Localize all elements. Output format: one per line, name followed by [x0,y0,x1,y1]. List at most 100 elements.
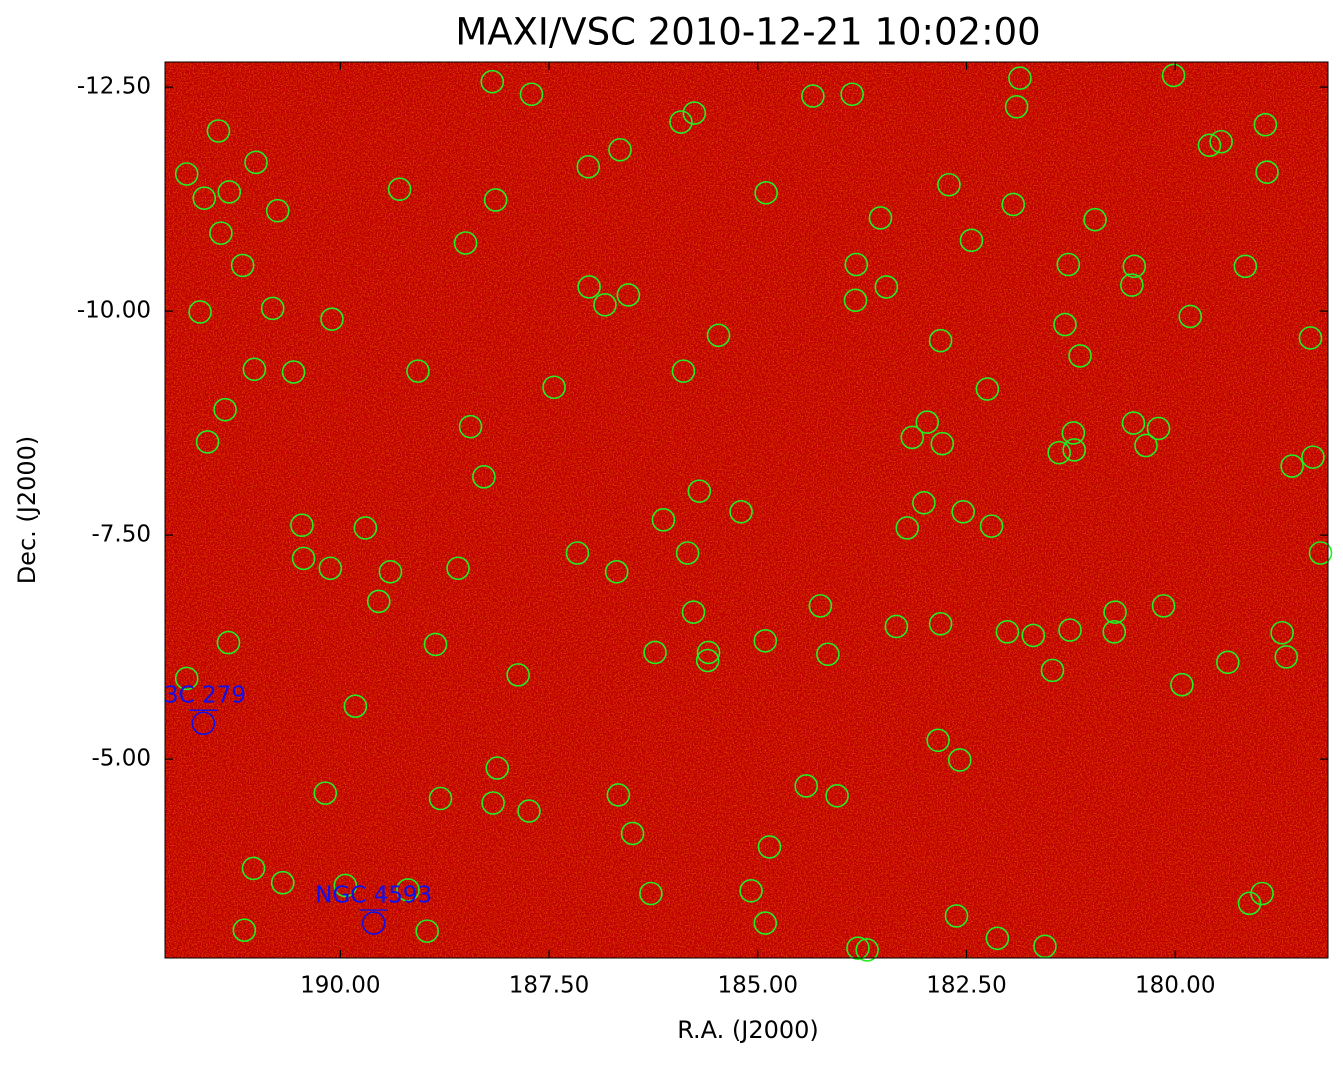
source-circle [1216,650,1240,675]
source-circle [868,206,893,230]
source-circle [213,397,237,422]
chart-title: MAXI/VSC 2010-12-21 10:02:00 [455,11,1040,54]
source-circle [1122,254,1147,279]
source-circle [1056,252,1081,277]
source-circle [643,640,667,665]
source-circle [458,414,483,439]
source-circle [1233,254,1258,279]
source-circle [1102,620,1127,644]
source-circle [415,919,439,943]
source-circle [230,253,255,278]
source-circle [874,275,899,299]
x-tick-label: 190.00 [300,973,380,999]
source-circle [816,642,840,667]
source-circle [428,786,453,811]
x-axis-label: R.A. (J2000) [677,1016,819,1044]
source-circle [1033,934,1057,959]
source-circle [1253,112,1278,137]
source-circle [979,514,1004,538]
source-circle [729,499,753,524]
source-circle [985,926,1010,951]
source-circle [794,774,818,798]
source-circle [951,499,975,524]
source-circle [217,180,242,204]
source-circle [928,328,953,353]
source-circle [1121,411,1146,435]
source-circle [318,556,343,581]
source-circle [937,172,961,197]
source-circle [620,821,645,846]
source-circle [423,632,448,657]
source-circle [1170,672,1194,697]
plot-area [165,62,1333,962]
source-circle [753,911,778,935]
source-circle [480,69,505,94]
source-circle [959,228,984,253]
source-circle [1151,594,1176,618]
source-circle [313,781,338,805]
source-circle [576,155,601,179]
source-circle [1120,273,1144,297]
plot-frame [164,61,1329,959]
source-circle [1062,438,1086,462]
source-circle [472,465,496,489]
named-source-circle [361,911,386,935]
image-noise [165,62,1328,958]
source-circle [681,600,706,624]
source-circle [1134,433,1158,458]
source-circle [206,119,231,143]
source-circle [1083,207,1107,232]
source-circle [843,288,868,313]
source-circle [209,221,233,245]
source-circle [757,835,782,859]
source-circle [366,589,391,614]
source-circle [695,648,720,673]
x-tick-label: 185.00 [718,973,798,999]
source-circle [188,300,212,324]
source-circle [687,479,712,503]
source-circle [232,918,257,943]
source-circle [895,516,920,540]
source-circle [216,630,241,655]
source-circle [948,748,972,772]
source-circle [1274,645,1299,669]
source-circle [378,560,403,584]
x-tick-label: 187.50 [509,973,589,999]
source-circle [593,293,617,317]
source-circle [844,252,869,277]
source-circle [671,359,696,383]
source-circle [343,694,368,719]
source-circle [682,101,707,125]
source-circle [651,508,676,532]
source-circle [1146,416,1171,441]
source-circle [1103,600,1127,624]
x-tick-label: 180.00 [1135,973,1215,999]
source-circle [696,640,721,665]
source-circle [1298,326,1323,350]
source-circle [1001,192,1026,217]
source-circle [1308,541,1333,565]
source-circle [353,516,378,540]
source-circle [930,431,955,456]
source-circle [519,82,544,107]
source-circle [753,629,778,653]
source-circle [1061,421,1086,445]
source-circle [244,150,268,175]
source-circle [270,870,295,895]
source-circle [265,198,290,223]
source-circle [1047,440,1071,465]
source-circle [606,783,631,807]
source-circle [290,513,314,538]
x-tick-label: 182.50 [926,973,1006,999]
source-circle [192,186,217,210]
source-circle [481,791,505,815]
source-circle [1255,160,1279,185]
source-circle [483,188,508,212]
source-circle [1178,304,1203,329]
source-label: 3C 279 [164,683,246,709]
source-circle [396,878,420,902]
source-circle [846,936,870,960]
source-circle [1053,312,1077,337]
source-circle [604,560,629,584]
